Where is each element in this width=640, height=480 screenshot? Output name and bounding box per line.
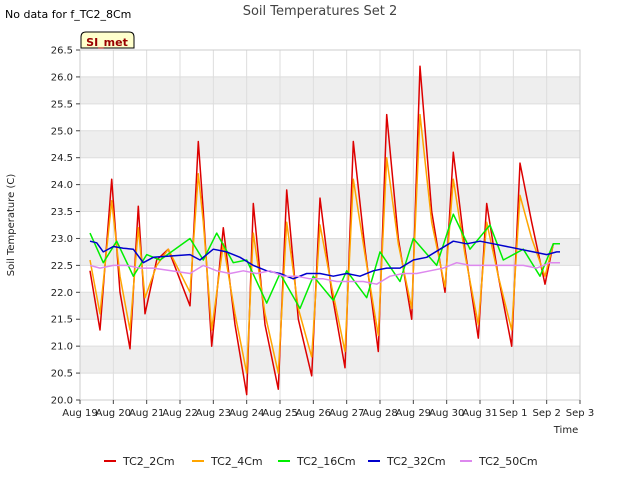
x-axis-label: Time — [553, 425, 578, 436]
y-tick-label: 22.0 — [51, 288, 73, 299]
series-lines — [89, 65, 560, 396]
plot-band — [80, 157, 580, 185]
x-tick-label: Aug 20 — [96, 408, 131, 419]
plot-band — [80, 346, 580, 374]
y-tick-label: 26.5 — [51, 46, 73, 57]
plot-band — [80, 103, 580, 131]
x-tick-label: Aug 21 — [129, 408, 164, 419]
x-tick-label: Aug 19 — [62, 408, 97, 419]
legend: TC2_2Cm TC2_4Cm TC2_16Cm TC2_32Cm TC2_50Cm — [104, 455, 538, 468]
y-tick-label: 21.0 — [51, 342, 73, 353]
y-tick-label: 20.5 — [51, 369, 73, 380]
y-axis-label: Soil Temperature (C) — [6, 174, 17, 277]
y-axis-ticks: 20.0 20.5 21.0 21.5 22.0 22.5 23.0 23.5 24.0 24.5… — [51, 46, 80, 407]
plot-band — [80, 50, 580, 77]
series-line-tc2-50cm — [89, 261, 560, 285]
legend-label: TC2_16Cm — [296, 455, 356, 468]
x-tick-label: Aug 27 — [329, 408, 364, 419]
x-tick-label: Aug 25 — [262, 408, 297, 419]
x-tick-label: Aug 30 — [429, 408, 464, 419]
x-tick-label: Aug 29 — [396, 408, 431, 419]
y-tick-label: 23.0 — [51, 234, 73, 245]
series-line-tc2-32cm — [89, 240, 560, 280]
x-tick-label: Sep 2 — [532, 408, 560, 419]
x-tick-label: Aug 24 — [229, 408, 264, 419]
no-data-note: No data for f_TC2_8Cm — [5, 8, 131, 21]
legend-item-tc2-32cm: TC2_32Cm — [368, 455, 446, 468]
x-tick-label: Aug 31 — [462, 408, 497, 419]
legend-label: TC2_4Cm — [210, 455, 263, 468]
plot-band — [80, 238, 580, 266]
plot-background — [80, 50, 580, 400]
legend-item-tc2-2cm: TC2_2Cm — [104, 455, 175, 468]
y-tick-label: 20.0 — [51, 396, 73, 407]
plot-frame — [79, 49, 581, 401]
x-tick-label: Sep 3 — [566, 408, 594, 419]
legend-label: TC2_32Cm — [386, 455, 446, 468]
y-tick-label: 22.5 — [51, 261, 73, 272]
site-label-box: SI_met — [80, 31, 135, 49]
y-tick-label: 25.5 — [51, 99, 73, 110]
plot-band — [80, 211, 580, 239]
x-tick-label: Aug 23 — [196, 408, 231, 419]
x-tick-label: Aug 22 — [162, 408, 197, 419]
plot-band — [80, 373, 580, 400]
plot-band — [80, 184, 580, 212]
y-tick-label: 21.5 — [51, 315, 73, 326]
plot-band — [80, 76, 580, 104]
legend-item-tc2-4cm: TC2_4Cm — [192, 455, 263, 468]
series-line-tc2-16cm — [89, 213, 560, 310]
legend-item-tc2-16cm: TC2_16Cm — [278, 455, 356, 468]
plot-band — [80, 319, 580, 347]
y-tick-label: 24.0 — [51, 180, 73, 191]
plot-band — [80, 130, 580, 158]
chart-title: Soil Temperatures Set 2 — [243, 4, 398, 19]
legend-item-tc2-50cm: TC2_50Cm — [460, 455, 538, 468]
x-tick-label: Sep 1 — [499, 408, 527, 419]
site-label: SI_met — [86, 36, 128, 49]
y-tick-label: 23.5 — [51, 207, 73, 218]
legend-label: TC2_2Cm — [122, 455, 175, 468]
y-tick-label: 24.5 — [51, 153, 73, 164]
y-tick-label: 26.0 — [51, 72, 73, 83]
y-tick-label: 25.0 — [51, 126, 73, 137]
legend-label: TC2_50Cm — [478, 455, 538, 468]
x-tick-label: Aug 28 — [362, 408, 397, 419]
x-tick-label: Aug 26 — [296, 408, 331, 419]
